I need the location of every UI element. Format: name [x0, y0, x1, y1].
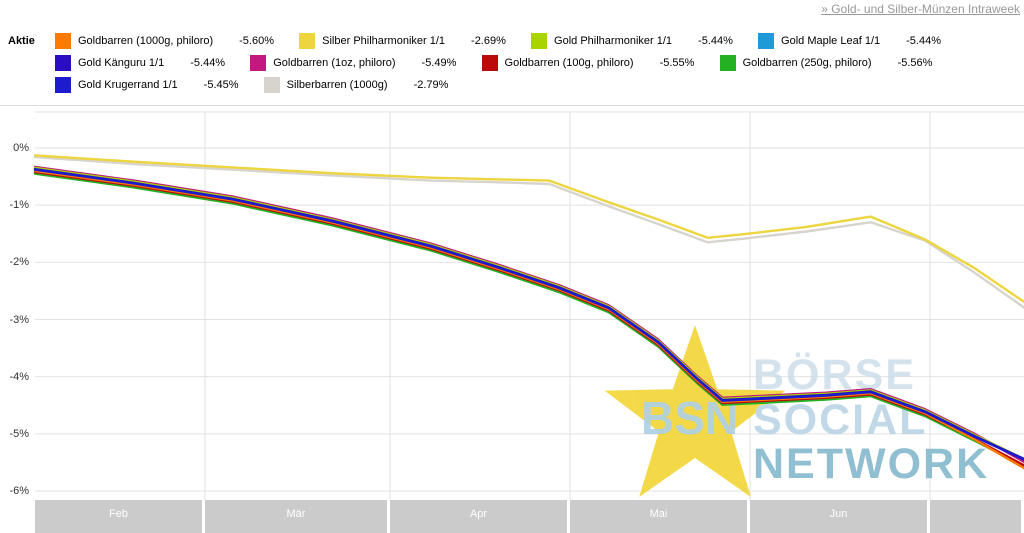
legend-item[interactable]: Silberbarren (1000g) -2.79%	[263, 77, 460, 93]
legend-item-label: Gold Krugerrand 1/1	[78, 79, 178, 91]
bsn-star-icon	[604, 325, 786, 497]
y-axis-label: -3%	[9, 313, 29, 326]
legend-swatch	[55, 55, 71, 71]
legend-item[interactable]: Gold Känguru 1/1 -5.44%	[55, 55, 236, 71]
x-axis-month-cell: Jun	[750, 500, 927, 533]
legend-item-label: Goldbarren (1000g, philoro)	[78, 35, 214, 47]
x-axis-month-cell: Apr	[390, 500, 567, 533]
legend-swatch	[719, 55, 736, 71]
x-axis-month-cell: Feb	[35, 500, 202, 533]
legend-swatch	[758, 33, 775, 49]
legend-item-value: -5.60%	[239, 35, 274, 47]
legend-row: Gold Känguru 1/1 -5.44% Goldbarren (1oz, p…	[8, 55, 1022, 71]
legend-row: Aktie Goldbarren (1000g, philoro) -5.60% Si…	[8, 33, 1022, 49]
legend-row: Gold Krugerrand 1/1 -5.45% Silberbarren (1…	[8, 77, 1022, 93]
legend-item-value: -5.45%	[203, 79, 239, 91]
legend-swatch	[263, 77, 280, 93]
legend-item[interactable]: Goldbarren (1oz, philoro) -5.49%	[250, 55, 467, 71]
legend-item-label: Goldbarren (250g, philoro)	[742, 57, 872, 69]
legend-divider	[0, 105, 1024, 106]
y-axis-label: -4%	[9, 370, 29, 383]
legend-swatch	[55, 33, 71, 49]
legend-swatch	[481, 55, 498, 71]
x-axis-month-label: Mai	[649, 508, 668, 520]
series-line	[33, 168, 1024, 461]
legend-item-label: Gold Känguru 1/1	[78, 57, 165, 69]
legend-item[interactable]: Goldbarren (1000g, philoro) -5.60%	[55, 33, 285, 49]
legend-swatch	[250, 55, 267, 71]
legend-item-value: -5.49%	[421, 57, 457, 69]
legend-item-label: Goldbarren (100g, philoro)	[504, 57, 634, 69]
legend-item-value: -2.79%	[413, 79, 449, 91]
y-axis-label: -1%	[9, 199, 29, 212]
legend-item-label: Silber Philharmoniker 1/1	[322, 35, 446, 47]
y-axis-label: -2%	[9, 256, 29, 269]
y-axis-label: 0%	[13, 142, 29, 154]
legend-item[interactable]: Gold Philharmoniker 1/1 -5.44%	[531, 33, 744, 49]
series-line	[33, 155, 1024, 309]
x-axis-month-label: Mär	[286, 508, 306, 520]
series-line	[33, 154, 1024, 303]
legend-item[interactable]: Gold Krugerrand 1/1 -5.45%	[55, 77, 250, 93]
chart-legend: Aktie Goldbarren (1000g, philoro) -5.60% Si…	[8, 33, 1022, 99]
legend-item-label: Gold Philharmoniker 1/1	[554, 35, 673, 47]
legend-swatch	[531, 33, 548, 49]
legend-item[interactable]: Gold Maple Leaf 1/1 -5.44%	[758, 33, 952, 49]
x-axis-month-label: Apr	[469, 508, 488, 520]
legend-item[interactable]: Goldbarren (250g, philoro) -5.56%	[719, 55, 944, 71]
legend-item-value: -5.56%	[897, 57, 933, 69]
watermark-word-network: NETWORK	[753, 440, 989, 488]
x-axis-month-cell: Mai	[570, 500, 747, 533]
legend-item-value: -2.69%	[471, 35, 506, 47]
legend-item[interactable]: Silber Philharmoniker 1/1 -2.69%	[299, 33, 517, 49]
x-axis-month-cell: Mär	[205, 500, 387, 533]
legend-item-label: Goldbarren (1oz, philoro)	[273, 57, 396, 69]
legend-item[interactable]: Goldbarren (100g, philoro) -5.55%	[481, 55, 706, 71]
y-axis-label: -6%	[9, 485, 29, 497]
legend-item-value: -5.44%	[698, 35, 733, 47]
intraweek-link[interactable]: » Gold- und Silber-Münzen Intraweek	[821, 2, 1020, 16]
legend-item-value: -5.44%	[906, 35, 941, 47]
legend-item-label: Gold Maple Leaf 1/1	[781, 35, 881, 47]
legend-item-label: Silberbarren (1000g)	[286, 79, 388, 91]
legend-item-value: -5.55%	[659, 57, 695, 69]
x-axis-month-label: Jun	[829, 508, 848, 520]
y-axis-label: -5%	[9, 427, 29, 440]
series-line	[33, 172, 1024, 467]
legend-title: Aktie	[8, 35, 35, 47]
x-axis-month-label: Feb	[109, 508, 128, 520]
series-lines	[33, 154, 1024, 470]
legend-swatch	[299, 33, 316, 49]
x-axis-month-cell	[930, 500, 1021, 533]
legend-swatch	[55, 77, 71, 93]
legend-item-value: -5.44%	[190, 57, 226, 69]
